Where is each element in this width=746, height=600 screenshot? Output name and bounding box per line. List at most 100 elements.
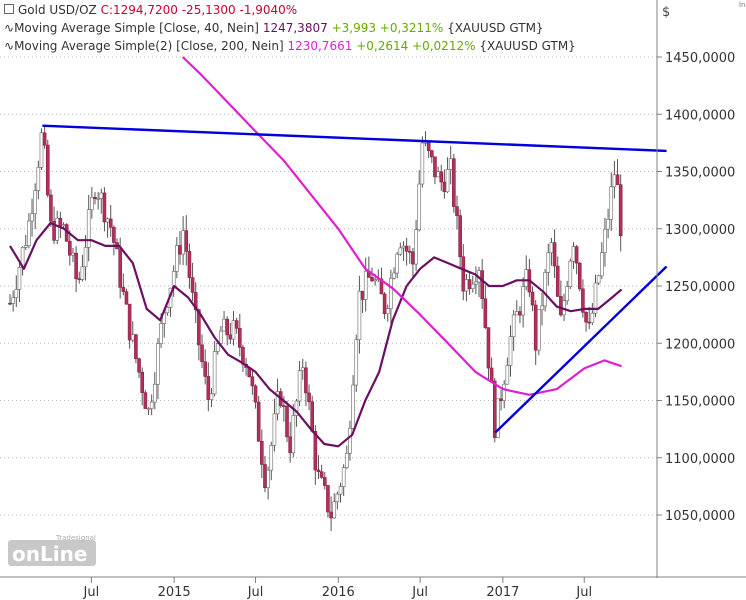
candle-body (411, 251, 415, 265)
candle-body (603, 228, 607, 253)
candle-body (436, 171, 440, 178)
candle-body (310, 401, 314, 432)
ma40-line (9, 221, 623, 448)
candle-body (404, 245, 409, 252)
candle-body (253, 385, 258, 403)
candle-body (615, 174, 620, 185)
candle-body (537, 309, 541, 351)
candle-body (200, 344, 204, 363)
candle-body (137, 358, 141, 373)
candle-body (156, 343, 160, 385)
x-tick-label: 2015 (158, 585, 191, 600)
candle-body (502, 383, 507, 401)
y-tick-label: 1100,0000 (665, 452, 735, 467)
candle-body (282, 405, 286, 407)
wave-line-icon: ∿ (4, 39, 15, 53)
candle-body (215, 343, 220, 352)
x-axis-ticks: Jul 2015 Jul 2016 Jul 2017 Jul (83, 577, 592, 600)
candle-body (345, 453, 349, 468)
candle-body (571, 246, 576, 262)
candle-body (426, 141, 431, 151)
candle-body (508, 336, 513, 366)
candle-body (231, 320, 236, 340)
candle-body (175, 245, 179, 272)
candle-body (127, 303, 132, 341)
candle-body (313, 430, 318, 471)
candle-body (483, 298, 488, 328)
y-tick-label: 1350,0000 (665, 166, 735, 181)
candle-body (237, 327, 242, 348)
candle-body (492, 380, 497, 438)
candle-body (329, 511, 333, 519)
candle-body (90, 196, 94, 211)
candle-body (143, 392, 148, 409)
candle-body (153, 383, 157, 403)
legend-ma40[interactable]: ∿Moving Average Simple [Close, 40, Nein]… (4, 20, 544, 36)
candle-body (118, 248, 122, 288)
y-tick-label: 1200,0000 (665, 337, 735, 352)
candle-body (108, 218, 113, 228)
candle-body (458, 215, 462, 258)
candle-body (530, 291, 535, 306)
candle-body (203, 361, 207, 377)
candle-body (584, 311, 588, 323)
y-tick-label: 1400,0000 (665, 108, 735, 123)
candle-body (559, 296, 563, 316)
candle-body (379, 278, 384, 295)
candle-body (417, 183, 422, 231)
logo-brand: Tradesignal (55, 534, 96, 542)
x-tick-label: Jul (575, 585, 592, 600)
candle-body (467, 279, 472, 290)
candle-body (433, 156, 437, 178)
candle-body (574, 246, 579, 264)
candle-body (577, 262, 582, 290)
candle-body (83, 247, 88, 268)
candle-body (102, 192, 107, 223)
price-candles (8, 125, 623, 532)
grid (0, 56, 657, 516)
candle-body (581, 288, 585, 313)
instrument-checkbox-icon[interactable] (4, 4, 14, 14)
candle-body (124, 291, 129, 305)
candle-body (398, 247, 403, 255)
candle-body (518, 311, 522, 316)
candle-body (568, 260, 573, 287)
candle-body (256, 401, 261, 442)
candle-body (121, 287, 126, 292)
candle-body (45, 144, 50, 196)
candle-body (420, 142, 425, 185)
candle-body (442, 181, 447, 193)
legend-ma200[interactable]: ∿Moving Average Simple(2) [Close, 200, N… (4, 38, 576, 54)
candle-body (222, 318, 226, 332)
candle-body (219, 330, 223, 344)
candle-body (521, 286, 525, 316)
candle-body (461, 256, 466, 292)
candle-body (99, 192, 104, 199)
legend-instrument[interactable]: Gold USD/OZ C:1294,7200 -25,1300 -1,9040… (4, 2, 297, 18)
candle-body (17, 267, 22, 290)
candle-body (480, 270, 484, 300)
candle-body (496, 398, 500, 438)
x-tick-label: 2016 (322, 585, 355, 600)
candle-body (505, 365, 510, 385)
logo-text: onLine (12, 542, 87, 566)
moving-averages (9, 56, 623, 448)
candle-body (294, 400, 299, 416)
x-tick-label: Jul (83, 585, 100, 600)
candle-body (187, 251, 192, 278)
candle-body (590, 312, 595, 324)
candle-body (470, 283, 475, 290)
candle-body (165, 307, 170, 314)
candle-body (555, 265, 560, 297)
candle-body (61, 224, 66, 227)
candle-body (414, 229, 418, 265)
candle-body (332, 501, 337, 519)
x-tick-label: 2017 (486, 585, 519, 600)
x-tick-label: Jul (247, 585, 264, 600)
candle-body (234, 320, 239, 329)
instrument-label: Gold USD/OZ (18, 3, 97, 17)
ma200-value: 1230,7661 (287, 39, 353, 53)
candle-body (348, 428, 352, 454)
trendlines (42, 124, 668, 434)
